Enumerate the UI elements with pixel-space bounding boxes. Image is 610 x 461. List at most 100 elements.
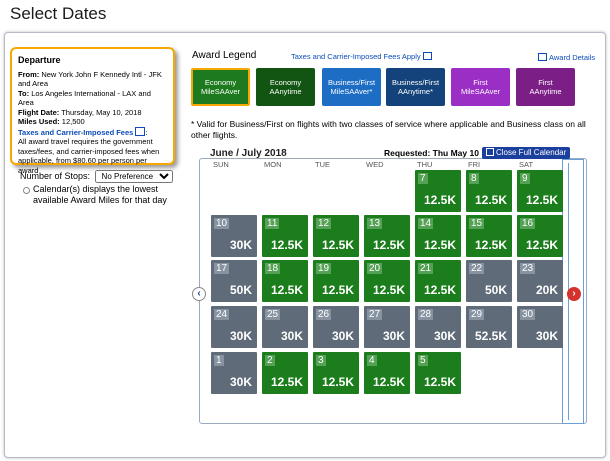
valid-note: * Valid for Business/First on flights wi… bbox=[191, 119, 586, 140]
day-number: 24 bbox=[214, 309, 230, 320]
day-miles: 12.5K bbox=[525, 193, 558, 207]
bullet-icon bbox=[23, 187, 30, 194]
day-miles: 50K bbox=[484, 283, 507, 297]
day-miles: 30K bbox=[535, 329, 558, 343]
to-value: Los Angeles International - LAX and Area bbox=[18, 88, 151, 108]
to-row: To: Los Angeles International - LAX and … bbox=[18, 89, 167, 108]
departure-box: Departure From: New York John F Kennedy … bbox=[10, 47, 175, 175]
award-details-text[interactable]: Award Details bbox=[549, 53, 596, 62]
chevron-left-icon[interactable]: ‹ bbox=[192, 287, 206, 301]
stops-select[interactable]: No Preference bbox=[94, 170, 173, 183]
lowest-note: Calendar(s) displays the lowest availabl… bbox=[23, 184, 173, 206]
calendar-day[interactable]: 19 12.5K bbox=[313, 260, 359, 302]
from-value: New York John F Kennedy Intl - JFK and A… bbox=[18, 69, 162, 89]
day-number: 3 bbox=[316, 355, 326, 366]
day-number: 2 bbox=[265, 355, 275, 366]
taxes-link-text[interactable]: Taxes and Carrier-Imposed Fees Apply bbox=[291, 52, 421, 61]
calendar-day[interactable]: 11 12.5K bbox=[262, 215, 308, 257]
day-miles: 12.5K bbox=[474, 193, 507, 207]
day-miles: 12.5K bbox=[270, 238, 303, 252]
day-number: 16 bbox=[520, 218, 536, 229]
day-miles: 12.5K bbox=[423, 375, 456, 389]
day-miles: 12.5K bbox=[270, 283, 303, 297]
day-number: 7 bbox=[418, 173, 428, 184]
calendar-day[interactable]: 25 30K bbox=[262, 306, 308, 348]
calendar-day[interactable]: 18 12.5K bbox=[262, 260, 308, 302]
calendar-day[interactable]: 3 12.5K bbox=[313, 352, 359, 394]
calendar-day[interactable]: 29 52.5K bbox=[466, 306, 512, 348]
day-number: 12 bbox=[316, 218, 332, 229]
day-miles: 30K bbox=[229, 329, 252, 343]
calendar-day[interactable]: 17 50K bbox=[211, 260, 257, 302]
calendar-day[interactable]: 2 12.5K bbox=[262, 352, 308, 394]
calendar-day[interactable]: 12 12.5K bbox=[313, 215, 359, 257]
day-number: 23 bbox=[520, 263, 536, 274]
legend-item: Business/First AAnytime* bbox=[386, 68, 445, 106]
calendar-day[interactable]: 15 12.5K bbox=[466, 215, 512, 257]
day-miles: 30K bbox=[382, 329, 405, 343]
external-link-icon[interactable] bbox=[135, 126, 146, 136]
calendar-day[interactable]: 21 12.5K bbox=[415, 260, 461, 302]
day-miles: 30K bbox=[433, 329, 456, 343]
stops-row: Number of Stops: No Preference bbox=[20, 170, 173, 183]
day-miles: 12.5K bbox=[474, 238, 507, 252]
calendar-day[interactable]: 8 12.5K bbox=[466, 170, 512, 212]
legend-item: First MileSAAver bbox=[451, 68, 510, 106]
day-number: 10 bbox=[214, 218, 230, 229]
day-miles: 12.5K bbox=[372, 375, 405, 389]
weekday-label: WED bbox=[366, 160, 384, 169]
day-number: 27 bbox=[367, 309, 383, 320]
from-row: From: New York John F Kennedy Intl - JFK… bbox=[18, 70, 167, 89]
day-miles: 20K bbox=[535, 283, 558, 297]
page-title: Select Dates bbox=[10, 4, 107, 23]
lowest-note-text: Calendar(s) displays the lowest availabl… bbox=[33, 184, 167, 205]
day-miles: 12.5K bbox=[270, 375, 303, 389]
legend-item: Business/First MileSAAver* bbox=[322, 68, 381, 106]
calendar-day[interactable]: 23 20K bbox=[517, 260, 563, 302]
to-label: To: bbox=[18, 88, 30, 98]
calendar-day[interactable]: 22 50K bbox=[466, 260, 512, 302]
legend-item-label: Economy AAnytime bbox=[269, 78, 302, 96]
day-number: 8 bbox=[469, 173, 479, 184]
legend-item-label: First AAnytime bbox=[529, 78, 562, 96]
calendar-day[interactable]: 20 12.5K bbox=[364, 260, 410, 302]
calendar-day[interactable]: 5 12.5K bbox=[415, 352, 461, 394]
day-number: 17 bbox=[214, 263, 230, 274]
departure-heading: Departure bbox=[18, 55, 61, 65]
close-calendar-button[interactable]: Close Full Calendar bbox=[482, 147, 571, 159]
calendar-day[interactable]: 7 12.5K bbox=[415, 170, 461, 212]
external-link-icon[interactable] bbox=[538, 53, 547, 61]
date-row: Flight Date: Thursday, May 10, 2018 bbox=[18, 108, 167, 118]
calendar-day[interactable]: 10 30K bbox=[211, 215, 257, 257]
award-details-link[interactable]: Award Details bbox=[536, 53, 595, 62]
external-link-icon[interactable] bbox=[422, 52, 432, 60]
day-miles: 12.5K bbox=[321, 375, 354, 389]
day-miles: 30K bbox=[280, 329, 303, 343]
day-miles: 12.5K bbox=[525, 238, 558, 252]
calendar-day[interactable]: 1 30K bbox=[211, 352, 257, 394]
calendar-day[interactable]: 13 12.5K bbox=[364, 215, 410, 257]
calendar-day[interactable]: 26 30K bbox=[313, 306, 359, 348]
day-number: 14 bbox=[418, 218, 434, 229]
calendar-day[interactable]: 16 12.5K bbox=[517, 215, 563, 257]
day-number: 21 bbox=[418, 263, 434, 274]
chevron-right-icon[interactable]: › bbox=[567, 287, 581, 301]
day-number: 4 bbox=[367, 355, 377, 366]
calendar-day[interactable]: 9 12.5K bbox=[517, 170, 563, 212]
legend-title: Award Legend bbox=[192, 50, 257, 61]
month-title: June / July 2018 bbox=[210, 148, 287, 159]
day-number: 29 bbox=[469, 309, 485, 320]
calendar-day[interactable]: 30 30K bbox=[517, 306, 563, 348]
calendar-day[interactable]: 27 30K bbox=[364, 306, 410, 348]
calendar-day[interactable]: 28 30K bbox=[415, 306, 461, 348]
calendar-day[interactable]: 24 30K bbox=[211, 306, 257, 348]
taxes-link[interactable]: Taxes and Carrier-Imposed Fees Apply bbox=[291, 52, 434, 61]
day-number: 26 bbox=[316, 309, 332, 320]
calendar-day[interactable]: 14 12.5K bbox=[415, 215, 461, 257]
miles-row: Miles Used: 12,500 bbox=[18, 117, 167, 127]
date-value: Thursday, May 10, 2018 bbox=[61, 107, 142, 117]
day-number: 5 bbox=[418, 355, 428, 366]
fees-link[interactable]: Taxes and Carrier-Imposed Fees: bbox=[18, 126, 148, 137]
calendar-day[interactable]: 4 12.5K bbox=[364, 352, 410, 394]
day-miles: 50K bbox=[229, 283, 252, 297]
